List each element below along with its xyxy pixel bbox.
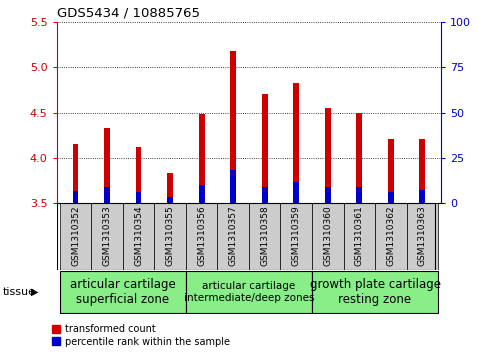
- Bar: [186, 203, 217, 270]
- Bar: [217, 203, 249, 270]
- Bar: [123, 203, 154, 270]
- Text: ▶: ▶: [31, 287, 38, 297]
- Bar: [105, 187, 110, 203]
- Text: GSM1310361: GSM1310361: [355, 205, 364, 266]
- Bar: [407, 203, 438, 270]
- Text: GSM1310354: GSM1310354: [134, 205, 143, 266]
- Bar: [325, 108, 331, 203]
- Text: GSM1310358: GSM1310358: [260, 205, 269, 266]
- Bar: [230, 51, 236, 203]
- Bar: [325, 187, 331, 203]
- Bar: [60, 271, 186, 313]
- Bar: [154, 203, 186, 270]
- Bar: [312, 203, 344, 270]
- Text: GSM1310360: GSM1310360: [323, 205, 332, 266]
- Text: GSM1310352: GSM1310352: [71, 205, 80, 266]
- Text: GSM1310353: GSM1310353: [103, 205, 111, 266]
- Bar: [262, 187, 268, 203]
- Bar: [91, 203, 123, 270]
- Text: tissue: tissue: [2, 287, 35, 297]
- Bar: [344, 203, 375, 270]
- Bar: [105, 128, 110, 203]
- Text: GSM1310363: GSM1310363: [418, 205, 427, 266]
- Bar: [60, 203, 91, 270]
- Bar: [388, 139, 393, 203]
- Bar: [199, 185, 205, 203]
- Legend: transformed count, percentile rank within the sample: transformed count, percentile rank withi…: [52, 324, 230, 347]
- Bar: [136, 147, 141, 203]
- Bar: [375, 203, 407, 270]
- Bar: [73, 144, 78, 203]
- Text: GSM1310359: GSM1310359: [292, 205, 301, 266]
- Bar: [312, 271, 438, 313]
- Bar: [167, 197, 173, 203]
- Bar: [199, 114, 205, 203]
- Bar: [281, 203, 312, 270]
- Bar: [356, 113, 362, 203]
- Bar: [388, 192, 393, 203]
- Bar: [73, 192, 78, 203]
- Text: articular cartilage
intermediate/deep zones: articular cartilage intermediate/deep zo…: [184, 281, 314, 303]
- Text: GSM1310357: GSM1310357: [229, 205, 238, 266]
- Bar: [262, 94, 268, 203]
- Bar: [249, 203, 281, 270]
- Text: GSM1310362: GSM1310362: [387, 205, 395, 266]
- Bar: [186, 271, 312, 313]
- Bar: [356, 187, 362, 203]
- Bar: [230, 170, 236, 203]
- Bar: [293, 82, 299, 203]
- Bar: [420, 139, 425, 203]
- Text: GSM1310356: GSM1310356: [197, 205, 206, 266]
- Text: articular cartilage
superficial zone: articular cartilage superficial zone: [70, 278, 176, 306]
- Text: GSM1310355: GSM1310355: [166, 205, 175, 266]
- Bar: [293, 182, 299, 203]
- Text: growth plate cartilage
resting zone: growth plate cartilage resting zone: [310, 278, 441, 306]
- Bar: [167, 174, 173, 203]
- Text: GDS5434 / 10885765: GDS5434 / 10885765: [57, 6, 200, 19]
- Bar: [136, 192, 141, 203]
- Bar: [420, 189, 425, 203]
